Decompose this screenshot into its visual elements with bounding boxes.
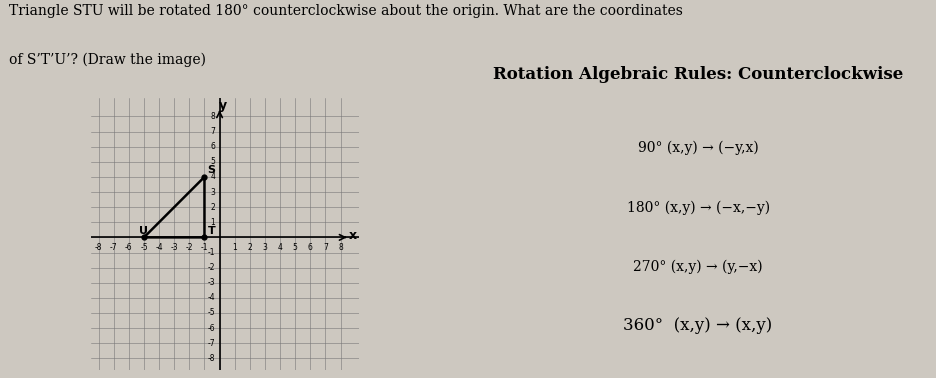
- Text: y: y: [219, 99, 227, 112]
- Text: -2: -2: [208, 263, 215, 272]
- Text: 5: 5: [210, 157, 215, 166]
- Text: -4: -4: [155, 243, 163, 252]
- Text: -4: -4: [207, 293, 215, 302]
- Text: 7: 7: [323, 243, 328, 252]
- Text: -6: -6: [124, 243, 133, 252]
- Text: U: U: [139, 226, 148, 235]
- Text: 1: 1: [232, 243, 237, 252]
- Text: -3: -3: [170, 243, 178, 252]
- Text: 270° (x,y) → (y,−x): 270° (x,y) → (y,−x): [633, 260, 762, 274]
- Text: -5: -5: [140, 243, 148, 252]
- Text: 8: 8: [210, 112, 215, 121]
- Text: 3: 3: [262, 243, 267, 252]
- Text: -3: -3: [207, 278, 215, 287]
- Text: 180° (x,y) → (−x,−y): 180° (x,y) → (−x,−y): [626, 200, 768, 215]
- Text: -1: -1: [208, 248, 215, 257]
- Text: 5: 5: [292, 243, 298, 252]
- Text: -1: -1: [200, 243, 208, 252]
- Text: -8: -8: [208, 354, 215, 363]
- Text: 3: 3: [210, 187, 215, 197]
- Text: Triangle STU will be rotated 180° counterclockwise about the origin. What are th: Triangle STU will be rotated 180° counte…: [9, 4, 682, 18]
- Text: -6: -6: [207, 324, 215, 333]
- Text: x: x: [348, 229, 357, 242]
- Text: 1: 1: [210, 218, 215, 227]
- Text: -5: -5: [207, 308, 215, 318]
- Text: 360°  (x,y) → (x,y): 360° (x,y) → (x,y): [622, 318, 772, 335]
- Text: 8: 8: [338, 243, 343, 252]
- Text: T: T: [207, 226, 215, 235]
- Text: -7: -7: [207, 339, 215, 348]
- Text: S: S: [207, 165, 215, 175]
- Text: -2: -2: [185, 243, 193, 252]
- Text: 90° (x,y) → (−y,x): 90° (x,y) → (−y,x): [637, 141, 757, 155]
- Text: 4: 4: [210, 172, 215, 181]
- Text: of S’T’U’? (Draw the image): of S’T’U’? (Draw the image): [9, 53, 206, 67]
- Text: -8: -8: [95, 243, 102, 252]
- Text: 2: 2: [210, 203, 215, 212]
- Text: 4: 4: [277, 243, 283, 252]
- Text: 2: 2: [247, 243, 252, 252]
- Text: 7: 7: [210, 127, 215, 136]
- Text: Rotation Algebraic Rules: Counterclockwise: Rotation Algebraic Rules: Counterclockwi…: [492, 66, 902, 82]
- Text: 6: 6: [210, 142, 215, 151]
- Text: -7: -7: [110, 243, 117, 252]
- Text: 6: 6: [308, 243, 313, 252]
